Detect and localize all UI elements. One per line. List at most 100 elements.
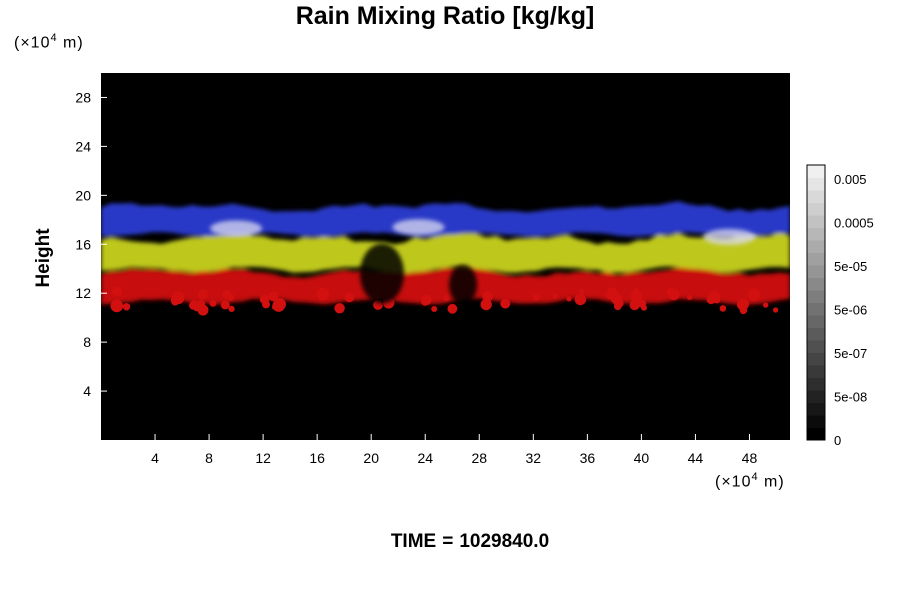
time-readout: TIME = 1029840.0 xyxy=(0,531,900,553)
field-blob xyxy=(739,306,748,315)
x-tick-label: 28 xyxy=(471,450,487,466)
x-tick-label: 44 xyxy=(688,450,704,466)
x-unit-prefix: (×10 xyxy=(715,473,752,491)
colorbar-level xyxy=(807,240,825,253)
colorbar-label: 0 xyxy=(834,433,841,448)
time-label: TIME xyxy=(390,531,437,552)
field-blob xyxy=(316,287,330,301)
field-blob xyxy=(259,294,270,305)
y-axis-unit: (×104 m) xyxy=(14,32,84,52)
chart-title: Rain Mixing Ratio [kg/kg] xyxy=(295,2,595,30)
field-blob xyxy=(226,293,235,301)
y-unit-exponent: 4 xyxy=(50,32,58,44)
field-blob xyxy=(443,294,450,301)
colorbar-label: 5e-08 xyxy=(834,390,867,405)
field-blob xyxy=(668,288,680,301)
field-blob xyxy=(268,291,279,302)
field-blob xyxy=(579,288,585,294)
time-equals: = xyxy=(442,531,454,552)
x-unit-suffix: m) xyxy=(758,473,785,491)
field-gap xyxy=(449,264,478,305)
field-layer-3 xyxy=(101,201,790,237)
field-blob xyxy=(736,298,749,311)
field-blob xyxy=(752,289,759,297)
colorbar-level xyxy=(807,277,825,291)
colorbar-label: 0.0005 xyxy=(834,216,874,231)
x-tick-label: 32 xyxy=(526,450,542,466)
field-blob xyxy=(630,290,643,303)
colorbar-level xyxy=(807,165,825,178)
y-tick-label: 8 xyxy=(83,334,91,350)
field-blob xyxy=(532,294,540,301)
colorbar-frame xyxy=(806,164,826,441)
colorbar-level xyxy=(807,202,825,216)
y-axis-ticks: 4 8 12 16 20 24 28 xyxy=(75,89,107,399)
field-highlight xyxy=(392,219,445,236)
colorbar-level xyxy=(807,402,825,416)
colorbar-label: 5e-06 xyxy=(834,303,867,318)
field-blob xyxy=(122,303,131,311)
field-blob xyxy=(334,303,345,314)
field-blob xyxy=(228,305,235,312)
field-blob xyxy=(344,292,355,303)
field-blob xyxy=(629,299,640,311)
field-blob xyxy=(431,306,438,312)
field-blobs xyxy=(110,286,779,316)
field-blob xyxy=(763,302,769,308)
colorbar-level xyxy=(807,390,825,403)
x-tick-label: 12 xyxy=(255,450,271,466)
colorbar-level xyxy=(807,340,825,353)
colorbar-level xyxy=(807,377,825,391)
field-blob xyxy=(719,305,727,312)
field-gap xyxy=(360,243,405,304)
field-blob xyxy=(272,304,279,311)
x-tick-label: 16 xyxy=(309,450,325,466)
colorbar-label: 5e-07 xyxy=(834,346,867,361)
field-blob xyxy=(220,300,230,310)
colorbar-label: 0.005 xyxy=(834,172,867,187)
x-tick-label: 48 xyxy=(742,450,758,466)
y-tick-label: 4 xyxy=(83,383,91,399)
colorbar-level xyxy=(807,415,825,428)
colorbar-level xyxy=(807,327,825,341)
field-layers xyxy=(101,201,790,305)
colorbar-level xyxy=(807,290,825,303)
field-blob xyxy=(606,287,618,298)
field-blob xyxy=(209,299,217,307)
y-tick-label: 16 xyxy=(75,236,91,252)
field-blob xyxy=(421,294,432,305)
y-tick-label: 28 xyxy=(75,89,91,105)
field-layer-2 xyxy=(101,230,790,274)
field-blob xyxy=(500,298,511,309)
plot-area xyxy=(101,73,790,440)
x-tick-label: 36 xyxy=(580,450,596,466)
field-blob xyxy=(197,289,209,300)
y-tick-label: 20 xyxy=(75,187,91,203)
colorbar-level xyxy=(807,227,825,241)
x-tick-label: 40 xyxy=(634,450,650,466)
colorbar: 0.005 0.0005 5e-05 5e-06 5e-07 5e-08 0 xyxy=(806,164,874,448)
field-blob xyxy=(773,307,779,313)
field-blob xyxy=(110,299,124,313)
field-blob xyxy=(552,293,558,300)
y-tick-label: 12 xyxy=(75,285,91,301)
x-axis-unit: (×104 m) xyxy=(715,471,785,491)
colorbar-level xyxy=(807,427,825,441)
field-blob xyxy=(616,299,624,308)
time-value: 1029840.0 xyxy=(459,531,550,552)
field-blob xyxy=(193,304,200,312)
field-highlight xyxy=(210,220,263,237)
y-tick-label: 24 xyxy=(75,138,91,154)
colorbar-level xyxy=(807,215,825,228)
field-highlight xyxy=(703,228,756,245)
x-unit-exponent: 4 xyxy=(751,471,759,483)
y-unit-prefix: (×10 xyxy=(14,34,51,52)
x-tick-label: 20 xyxy=(363,450,379,466)
x-tick-label: 24 xyxy=(417,450,433,466)
field-blob xyxy=(687,295,693,300)
x-axis-ticks: 4 8 12 16 20 24 28 32 36 40 44 48 xyxy=(151,434,757,466)
colorbar-level xyxy=(807,252,825,266)
field-blob xyxy=(641,304,647,311)
field-blob xyxy=(174,292,181,300)
